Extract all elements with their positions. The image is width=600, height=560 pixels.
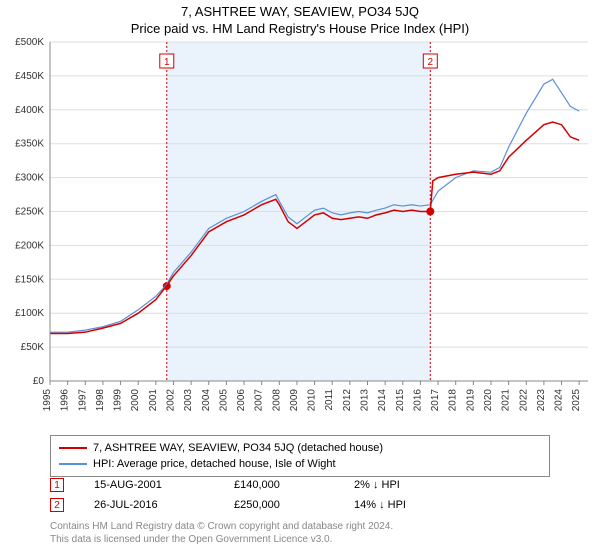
svg-text:1995: 1995 xyxy=(42,389,53,412)
svg-text:£450K: £450K xyxy=(15,71,44,82)
svg-text:2011: 2011 xyxy=(324,389,335,411)
svg-text:1: 1 xyxy=(164,57,170,68)
svg-text:£250K: £250K xyxy=(15,207,44,218)
svg-text:£50K: £50K xyxy=(21,342,45,353)
svg-text:£200K: £200K xyxy=(15,240,44,251)
svg-text:1998: 1998 xyxy=(95,389,106,412)
svg-text:2012: 2012 xyxy=(342,389,353,412)
sale-row: 2 26-JUL-2016 £250,000 14% ↓ HPI xyxy=(50,495,406,515)
svg-text:2022: 2022 xyxy=(518,389,529,412)
legend: 7, ASHTREE WAY, SEAVIEW, PO34 5JQ (detac… xyxy=(50,435,550,477)
svg-text:2023: 2023 xyxy=(536,389,547,412)
svg-text:2017: 2017 xyxy=(430,389,441,412)
chart-title: 7, ASHTREE WAY, SEAVIEW, PO34 5JQ xyxy=(0,0,600,19)
svg-text:2008: 2008 xyxy=(271,389,282,412)
svg-text:2010: 2010 xyxy=(307,389,318,412)
svg-text:£100K: £100K xyxy=(15,308,44,319)
svg-text:2015: 2015 xyxy=(395,389,406,412)
sale-marker: 2 xyxy=(50,498,64,512)
svg-text:2018: 2018 xyxy=(448,389,459,412)
sale-marker: 1 xyxy=(50,478,64,492)
svg-text:2016: 2016 xyxy=(412,389,423,412)
sale-hpi-diff: 2% ↓ HPI xyxy=(354,479,400,491)
legend-label: 7, ASHTREE WAY, SEAVIEW, PO34 5JQ (detac… xyxy=(93,442,383,454)
svg-text:£400K: £400K xyxy=(15,105,44,116)
svg-text:2014: 2014 xyxy=(377,389,388,412)
svg-text:£300K: £300K xyxy=(15,173,44,184)
sales-table: 1 15-AUG-2001 £140,000 2% ↓ HPI 2 26-JUL-2016… xyxy=(50,475,406,515)
svg-text:2: 2 xyxy=(428,57,434,68)
price-chart: £0 £50K £100K £150K £200K £250K £300K £350K £400… xyxy=(0,36,600,431)
svg-text:£500K: £500K xyxy=(15,37,44,48)
sale-date: 26-JUL-2016 xyxy=(94,499,204,511)
svg-text:£150K: £150K xyxy=(15,274,44,285)
svg-text:2021: 2021 xyxy=(501,389,512,412)
sale-row: 1 15-AUG-2001 £140,000 2% ↓ HPI xyxy=(50,475,406,495)
footer-line2: This data is licensed under the Open Gov… xyxy=(50,533,393,546)
sale-date: 15-AUG-2001 xyxy=(94,479,204,491)
svg-text:2004: 2004 xyxy=(201,389,212,412)
legend-item: HPI: Average price, detached house, Isle… xyxy=(59,456,541,472)
svg-text:2002: 2002 xyxy=(165,389,176,412)
svg-text:2019: 2019 xyxy=(465,389,476,412)
svg-text:£350K: £350K xyxy=(15,139,44,150)
svg-text:2007: 2007 xyxy=(254,389,265,412)
svg-text:2003: 2003 xyxy=(183,389,194,412)
svg-text:2025: 2025 xyxy=(571,389,582,412)
legend-swatch xyxy=(59,447,87,449)
footer-line1: Contains HM Land Registry data © Crown c… xyxy=(50,520,393,533)
svg-text:2001: 2001 xyxy=(148,389,159,412)
svg-text:1997: 1997 xyxy=(77,389,88,412)
svg-text:2000: 2000 xyxy=(130,389,141,412)
legend-label: HPI: Average price, detached house, Isle… xyxy=(93,458,336,470)
svg-text:2013: 2013 xyxy=(360,389,371,412)
sale-price: £250,000 xyxy=(234,499,324,511)
svg-text:2009: 2009 xyxy=(289,389,300,412)
chart-subtitle: Price paid vs. HM Land Registry's House … xyxy=(0,19,600,36)
svg-text:£0: £0 xyxy=(33,376,45,387)
svg-text:2006: 2006 xyxy=(236,389,247,412)
svg-text:2024: 2024 xyxy=(554,389,565,412)
legend-item: 7, ASHTREE WAY, SEAVIEW, PO34 5JQ (detac… xyxy=(59,440,541,456)
svg-text:1996: 1996 xyxy=(60,389,71,412)
sale-price: £140,000 xyxy=(234,479,324,491)
svg-text:1999: 1999 xyxy=(113,389,124,412)
sale-hpi-diff: 14% ↓ HPI xyxy=(354,499,406,511)
svg-text:2005: 2005 xyxy=(218,389,229,412)
svg-text:2020: 2020 xyxy=(483,389,494,412)
legend-swatch xyxy=(59,463,87,465)
footer-attribution: Contains HM Land Registry data © Crown c… xyxy=(50,520,393,546)
